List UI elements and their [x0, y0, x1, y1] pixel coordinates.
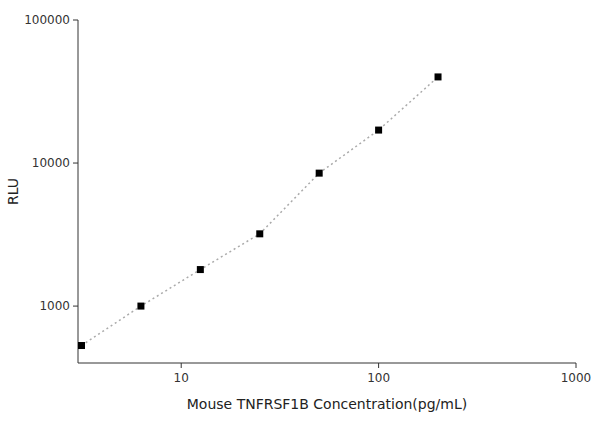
y-axis-line — [78, 20, 79, 363]
data-point — [197, 266, 204, 273]
x-tick-label: 100 — [367, 371, 390, 385]
y-axis-label: RLU — [5, 178, 21, 205]
x-tick — [576, 363, 577, 368]
data-point — [375, 127, 382, 134]
x-axis-line — [78, 363, 576, 364]
plot-area — [78, 73, 442, 349]
data-line — [82, 77, 439, 346]
y-tick-label: 1000 — [39, 299, 70, 313]
x-tick-label: 10 — [174, 371, 189, 385]
data-point — [435, 73, 442, 80]
y-tick-label: 100000 — [24, 13, 70, 27]
chart-container: 10 100 1000 1000 10000 100000 Mouse TNFRSF1B C… — [0, 0, 600, 421]
x-tick-label: 1000 — [561, 371, 592, 385]
background — [0, 0, 600, 421]
y-tick — [73, 163, 78, 164]
data-point — [137, 303, 144, 310]
y-tick — [73, 306, 78, 307]
chart: 10 100 1000 1000 10000 100000 Mouse TNFRSF1B C… — [0, 0, 600, 421]
axes: 10 100 1000 1000 10000 100000 — [24, 13, 591, 385]
y-tick-label: 10000 — [32, 156, 70, 170]
data-point — [256, 230, 263, 237]
x-tick — [181, 363, 182, 368]
x-tick — [378, 363, 379, 368]
y-tick — [73, 20, 78, 21]
data-point — [78, 342, 85, 349]
x-axis-label: Mouse TNFRSF1B Concentration(pg/mL) — [187, 396, 467, 412]
data-point — [316, 170, 323, 177]
